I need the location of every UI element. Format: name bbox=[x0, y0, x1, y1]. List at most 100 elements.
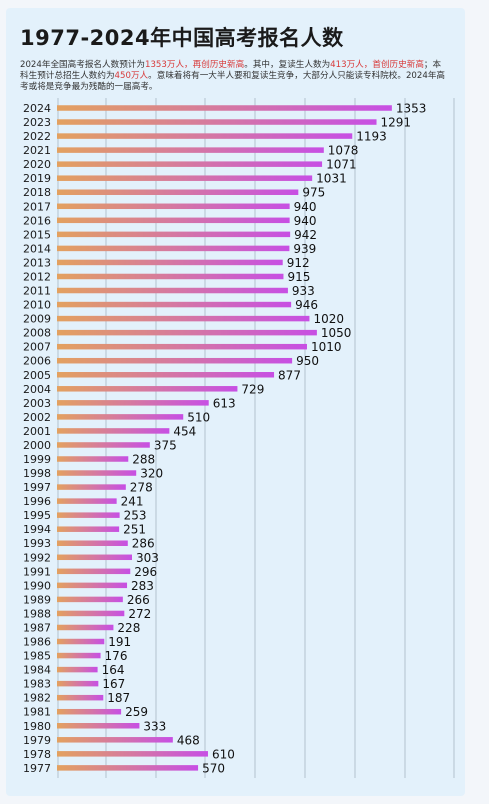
data-label: 1071 bbox=[326, 158, 357, 172]
data-label: 942 bbox=[294, 228, 317, 242]
data-label: 1353 bbox=[396, 102, 427, 116]
y-tick-label: 1977 bbox=[23, 762, 51, 775]
y-tick-label: 1987 bbox=[23, 621, 51, 634]
y-tick-label: 2013 bbox=[23, 256, 51, 269]
data-label: 940 bbox=[294, 200, 317, 214]
data-label: 939 bbox=[293, 242, 316, 256]
y-tick-label: 2024 bbox=[23, 102, 51, 115]
bar bbox=[57, 456, 129, 462]
data-label: 1193 bbox=[356, 130, 387, 144]
bar bbox=[57, 287, 288, 294]
y-tick-label: 1997 bbox=[23, 481, 51, 494]
bar bbox=[57, 273, 284, 280]
bar bbox=[57, 147, 324, 153]
y-tick-label: 2014 bbox=[23, 242, 51, 255]
data-label: 176 bbox=[105, 649, 128, 663]
data-label: 251 bbox=[123, 523, 146, 537]
y-tick-label: 1980 bbox=[23, 720, 51, 733]
y-tick-label: 2016 bbox=[23, 214, 51, 227]
bar bbox=[57, 498, 117, 504]
y-tick-label: 1981 bbox=[23, 706, 51, 719]
description-text: 2024年全国高考报名人数预计为 bbox=[20, 60, 145, 70]
y-tick-label: 1978 bbox=[23, 748, 51, 761]
data-label: 375 bbox=[154, 438, 177, 452]
bar bbox=[57, 470, 137, 476]
data-label: 286 bbox=[132, 537, 155, 551]
y-tick-label: 2006 bbox=[23, 355, 51, 368]
y-tick-label: 2017 bbox=[23, 200, 51, 213]
data-label: 570 bbox=[202, 761, 225, 775]
bar bbox=[57, 259, 283, 266]
y-tick-label: 1984 bbox=[23, 664, 51, 677]
description-highlight: 1353万人，再创历史新高 bbox=[145, 60, 245, 70]
bar bbox=[57, 666, 98, 673]
y-tick-label: 1995 bbox=[23, 509, 51, 522]
data-label: 1050 bbox=[321, 326, 352, 340]
data-label: 296 bbox=[134, 565, 157, 579]
y-tick-label: 2001 bbox=[23, 425, 51, 438]
y-tick-label: 2021 bbox=[23, 144, 51, 157]
bar bbox=[57, 610, 125, 617]
y-tick-label: 2012 bbox=[23, 270, 51, 283]
data-label: 259 bbox=[125, 705, 148, 719]
y-tick-label: 1991 bbox=[23, 565, 51, 578]
bar bbox=[57, 386, 238, 392]
y-tick-label: 2007 bbox=[23, 341, 51, 354]
y-tick-label: 1979 bbox=[23, 734, 51, 747]
y-tick-label: 1988 bbox=[23, 607, 51, 620]
data-label: 241 bbox=[121, 495, 144, 509]
data-label: 1010 bbox=[311, 340, 342, 354]
y-tick-label: 2010 bbox=[23, 299, 51, 312]
bar bbox=[57, 540, 128, 546]
y-tick-label: 2022 bbox=[23, 130, 51, 143]
bar bbox=[57, 329, 317, 336]
y-tick-label: 2008 bbox=[23, 327, 51, 340]
bar bbox=[57, 428, 170, 434]
bar bbox=[57, 708, 122, 715]
data-label: 333 bbox=[143, 719, 166, 733]
bar bbox=[57, 217, 290, 224]
description-highlight: 413万人，首创历史新高 bbox=[330, 60, 424, 70]
bar bbox=[57, 175, 313, 181]
bar bbox=[57, 203, 290, 210]
y-tick-label: 1990 bbox=[23, 579, 51, 592]
bar bbox=[57, 442, 150, 448]
description-highlight: 450万人 bbox=[114, 71, 149, 81]
bar bbox=[57, 638, 105, 645]
bar bbox=[57, 357, 293, 364]
y-tick-label: 1989 bbox=[23, 593, 51, 606]
y-tick-label: 1982 bbox=[23, 692, 51, 705]
data-label: 191 bbox=[108, 635, 131, 649]
bar bbox=[57, 751, 208, 757]
bar bbox=[57, 737, 173, 743]
description-text: 。其中，复读生人数为 bbox=[244, 60, 331, 70]
bar bbox=[57, 105, 392, 111]
data-label: 912 bbox=[287, 256, 310, 270]
data-label: 1031 bbox=[316, 172, 347, 186]
bar bbox=[57, 231, 291, 238]
data-label: 253 bbox=[124, 509, 147, 523]
bar bbox=[57, 568, 131, 575]
y-tick-label: 2009 bbox=[23, 313, 51, 326]
data-label: 915 bbox=[287, 270, 310, 284]
data-label: 320 bbox=[140, 467, 163, 481]
data-label: 187 bbox=[107, 691, 130, 705]
data-label: 288 bbox=[132, 453, 155, 467]
bar bbox=[57, 400, 209, 406]
chart-title: 1977-2024年中国高考报名人数 bbox=[20, 26, 344, 50]
y-tick-label: 1993 bbox=[23, 537, 51, 550]
y-tick-label: 2011 bbox=[23, 285, 51, 298]
y-tick-label: 2018 bbox=[23, 186, 51, 199]
data-label: 303 bbox=[136, 551, 159, 565]
data-label: 940 bbox=[294, 214, 317, 228]
bar bbox=[57, 554, 132, 561]
bar bbox=[57, 189, 299, 195]
bar bbox=[57, 315, 310, 322]
data-label: 283 bbox=[131, 579, 154, 593]
y-tick-label: 1992 bbox=[23, 551, 51, 564]
data-label: 1291 bbox=[381, 116, 412, 130]
chart-description: 2024年全国高考报名人数预计为1353万人，再创历史新高。其中，复读生人数为4… bbox=[20, 60, 445, 93]
y-tick-label: 1986 bbox=[23, 636, 51, 649]
y-tick-label: 1985 bbox=[23, 650, 51, 663]
